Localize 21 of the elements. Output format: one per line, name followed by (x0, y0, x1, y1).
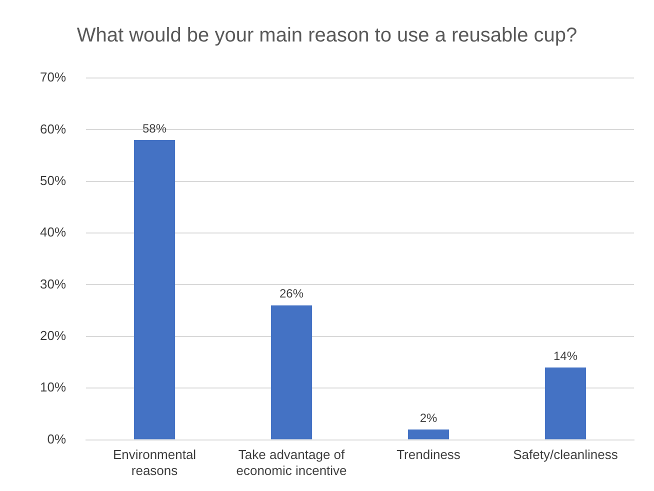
x-tick-label: Take advantage of economic incentive (236, 447, 347, 478)
chart-title: What would be your main reason to use a reusable cup? (76, 24, 578, 47)
y-tick-label: 40% (40, 224, 66, 240)
data-label: 2% (420, 410, 438, 425)
data-label: 58% (142, 121, 167, 136)
x-tick-label: Trendiness (396, 447, 461, 462)
y-tick-label: 10% (40, 380, 66, 395)
bar (544, 367, 586, 440)
y-tick-label: 50% (40, 172, 66, 188)
y-tick-label: 0% (47, 431, 66, 446)
bar (134, 140, 176, 440)
y-tick-label: 60% (40, 121, 66, 136)
x-tick-label: Safety/cleanliness (513, 447, 618, 462)
y-tick-label: 30% (40, 276, 66, 292)
data-label: 14% (553, 348, 578, 363)
bar (270, 305, 312, 440)
bar (408, 429, 450, 440)
y-tick-label: 20% (40, 328, 66, 344)
x-tick-label: Environmental reasons (112, 447, 196, 478)
y-tick-label: 70% (40, 70, 66, 85)
data-label: 26% (279, 286, 304, 301)
